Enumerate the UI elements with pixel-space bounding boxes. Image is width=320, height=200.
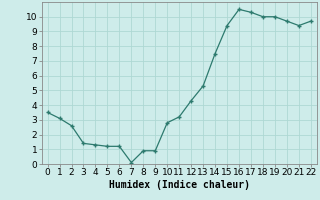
X-axis label: Humidex (Indice chaleur): Humidex (Indice chaleur) bbox=[109, 180, 250, 190]
